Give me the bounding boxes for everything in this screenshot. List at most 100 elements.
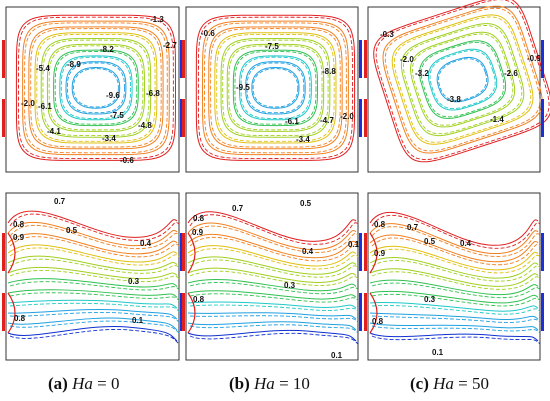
isotherm-solid	[7, 289, 178, 298]
streamline-solid	[22, 20, 170, 156]
contour-label: 0.3	[424, 295, 436, 304]
streamline-dashed	[411, 33, 514, 126]
contour-label: 0.4	[302, 247, 314, 256]
isotherm-solid	[187, 321, 357, 331]
contour-label: -6.8	[146, 89, 160, 98]
cooler-segment	[359, 233, 362, 271]
panel-frame	[367, 6, 541, 173]
caption-b-tag: (b)	[229, 374, 250, 393]
streamline-dashed	[246, 62, 305, 114]
caption-a-rest: = 0	[92, 374, 120, 393]
isotherm-dashed	[9, 292, 180, 301]
isotherm-solid	[7, 266, 178, 280]
isotherm-dashed	[9, 302, 180, 312]
contour-label: 0.4	[460, 239, 472, 248]
isotherm-dashed	[189, 214, 359, 245]
isotherm-dashed	[9, 224, 180, 249]
isotherm-dashed	[9, 269, 180, 283]
isotherm-dashed	[9, 247, 180, 266]
cooler-segment	[180, 40, 183, 78]
isotherm-dashed	[189, 282, 359, 295]
contour-label: -6.1	[38, 102, 52, 111]
contour-label: 0.9	[374, 249, 386, 258]
contour-label: 0.7	[232, 204, 244, 213]
isotherm-dashed	[371, 282, 541, 299]
streamline-solid	[59, 55, 133, 121]
streamline-solid	[428, 48, 498, 111]
heater-segment	[182, 233, 185, 271]
contour-label: -3.4	[296, 135, 310, 144]
isotherm-dashed	[189, 270, 359, 286]
isotherm-solid	[369, 290, 539, 304]
isotherm-dashed	[371, 271, 541, 290]
isotherm-solid	[7, 278, 178, 288]
isotherm-dashed	[371, 335, 541, 345]
contour-label: -0.9	[527, 54, 541, 63]
contour-label: -1.3	[150, 15, 164, 24]
isotherm-solid	[369, 332, 539, 342]
contour-label: -2.0	[340, 112, 354, 121]
contour-label: 0.1	[132, 316, 144, 325]
streamline-solid	[226, 43, 325, 132]
isotherm-solid	[369, 232, 378, 274]
contour-label: -2.0	[400, 55, 414, 64]
isotherm-solid	[369, 245, 539, 271]
isotherm-dashed	[189, 304, 359, 312]
contour-label: -9.5	[236, 83, 250, 92]
isotherm-dashed	[189, 259, 359, 278]
contour-label: 0.8	[372, 317, 384, 326]
caption-b-rest: = 10	[274, 374, 310, 393]
contour-label: -4.8	[138, 121, 152, 130]
isotherm-solid	[187, 278, 357, 292]
streamline-dashed	[18, 16, 174, 159]
cooler-segment	[541, 293, 544, 331]
isotherm-solid	[369, 223, 539, 254]
streamline-dashed	[240, 56, 311, 119]
streamline-dashed	[210, 28, 341, 148]
contour-label: -2.0	[21, 99, 35, 108]
streamline-solid	[419, 40, 507, 119]
isotherm-solid	[7, 221, 178, 247]
cooler-segment	[180, 233, 183, 271]
streamline-solid	[382, 5, 543, 154]
heater-segment	[2, 99, 5, 137]
isotherm-dashed	[371, 305, 541, 315]
streamline-dashed	[66, 62, 125, 114]
heater-segment	[364, 233, 367, 271]
isotherm-solid	[7, 233, 178, 255]
isotherm-panel-a: 0.7 0.8 0.9 0.5 0.4 0.3 0.1 0.8	[2, 192, 183, 361]
contour-label: 0.8	[374, 220, 386, 229]
isotherm-dashed	[371, 293, 541, 307]
isotherm-solid	[369, 257, 539, 279]
isotherm-solid	[7, 317, 178, 331]
isotherm-dashed	[189, 236, 359, 262]
streamline-solid	[214, 32, 337, 144]
heater-segment	[182, 293, 185, 331]
caption-c-var: Ha	[433, 374, 454, 393]
streamline-solid	[238, 55, 312, 121]
streamline-solid	[40, 37, 152, 138]
contour-label: 0.8	[193, 295, 205, 304]
contour-label: -9.6	[106, 91, 120, 100]
isotherm-solid	[187, 232, 196, 274]
isotherm-solid	[187, 290, 357, 300]
contour-label: 0.7	[54, 197, 66, 206]
isotherm-solid	[187, 267, 357, 283]
isotherm-dashed	[189, 293, 359, 303]
contour-label: -7.5	[110, 111, 124, 120]
streamline-solid	[409, 31, 516, 128]
streamline-panel-a: -1.3 -2.7 -8.2 -5.4 -8.9 -9.6 -6.8 -6.1-2.0 -7.5…	[2, 6, 183, 173]
streamline-dashed	[54, 51, 138, 125]
contour-label: 0.8	[14, 314, 26, 323]
isotherm-solid	[187, 211, 357, 242]
streamline-solid	[71, 66, 121, 109]
contour-label: -0.6	[120, 156, 134, 165]
caption-b: (b) Ha = 10	[229, 374, 310, 396]
heater-segment	[364, 99, 367, 137]
streamline-dashed	[204, 22, 347, 154]
isotherm-solid	[7, 308, 178, 320]
streamline-dashed	[402, 25, 523, 135]
streamline-dashed	[228, 45, 323, 131]
contour-label: -1.4	[490, 115, 504, 124]
streamline-solid	[201, 20, 349, 156]
